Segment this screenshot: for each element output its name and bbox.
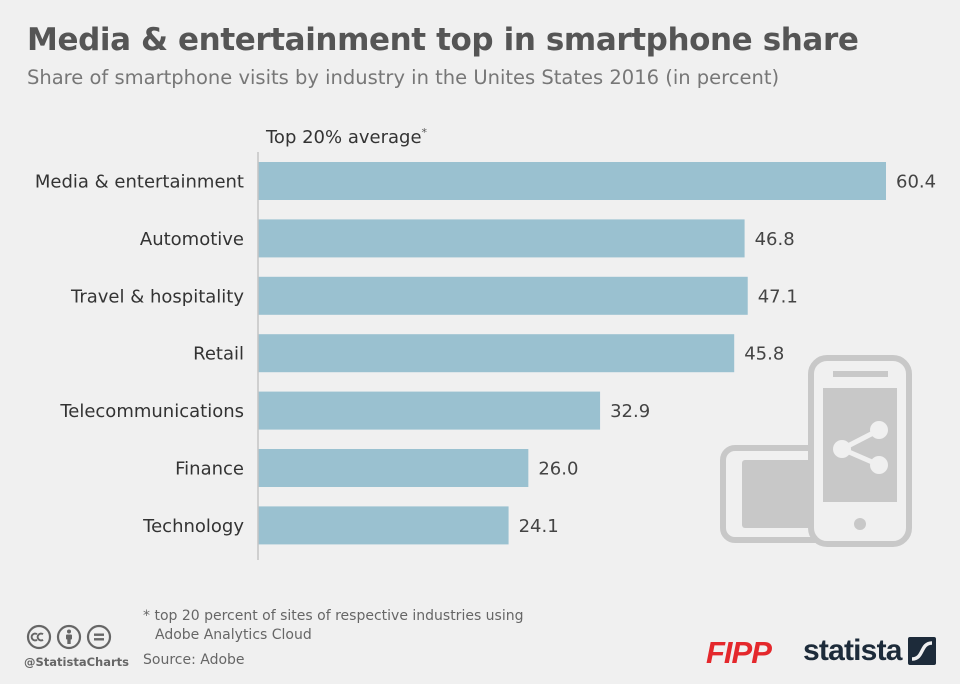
bar-4: [258, 391, 601, 430]
attribution-icon: [56, 624, 82, 650]
statista-logo-icon: [907, 637, 936, 665]
license-icons: [26, 624, 112, 650]
bar-6: [258, 506, 509, 545]
bar-2: [258, 276, 748, 315]
chart-title: Media & entertainment top in smartphone …: [27, 22, 859, 58]
value-label-3: 45.8: [744, 344, 784, 365]
category-label-0: Media & entertainment: [35, 172, 244, 193]
smartphones-share-icon: [720, 355, 912, 547]
footnote-line-2: Adobe Analytics Cloud: [155, 627, 312, 643]
fipp-logo: FIPP: [706, 635, 772, 670]
no-derivatives-icon: [86, 624, 112, 650]
category-label-6: Technology: [142, 516, 244, 537]
cc-icon: [26, 624, 52, 650]
statista-handle: @StatistaCharts: [24, 655, 129, 669]
column-header: Top 20% average*: [266, 126, 427, 148]
category-label-4: Telecommunications: [59, 401, 244, 422]
value-label-1: 46.8: [755, 229, 795, 250]
value-label-6: 24.1: [519, 516, 559, 537]
footnote-line-1: * top 20 percent of sites of respective …: [143, 608, 524, 624]
footnote: * top 20 percent of sites of respective …: [143, 607, 524, 645]
bar-5: [258, 449, 529, 487]
bars-layer: [258, 162, 886, 545]
column-header-footnote-mark: *: [421, 126, 428, 139]
bar-0: [258, 162, 886, 200]
value-label-0: 60.4: [896, 172, 936, 193]
category-label-5: Finance: [175, 459, 244, 480]
value-label-5: 26.0: [538, 459, 578, 480]
bar-chart: Media & entertainment 60.4 Automotive 46.8 T…: [35, 152, 936, 560]
value-label-4: 32.9: [610, 401, 650, 422]
bar-1: [258, 219, 745, 258]
category-label-1: Automotive: [140, 229, 244, 250]
bar-3: [258, 334, 735, 373]
chart-subtitle: Share of smartphone visits by industry i…: [27, 66, 780, 89]
statista-wordmark: statista: [803, 634, 902, 667]
labels-layer: Media & entertainment 60.4 Automotive 46.8 T…: [35, 172, 936, 537]
category-label-2: Travel & hospitality: [70, 286, 244, 307]
statista-logo: statista: [803, 634, 936, 668]
source-text: Source: Adobe: [143, 652, 245, 668]
value-label-2: 47.1: [758, 286, 798, 307]
column-header-label: Top 20% average: [266, 127, 422, 148]
category-label-3: Retail: [193, 344, 244, 365]
